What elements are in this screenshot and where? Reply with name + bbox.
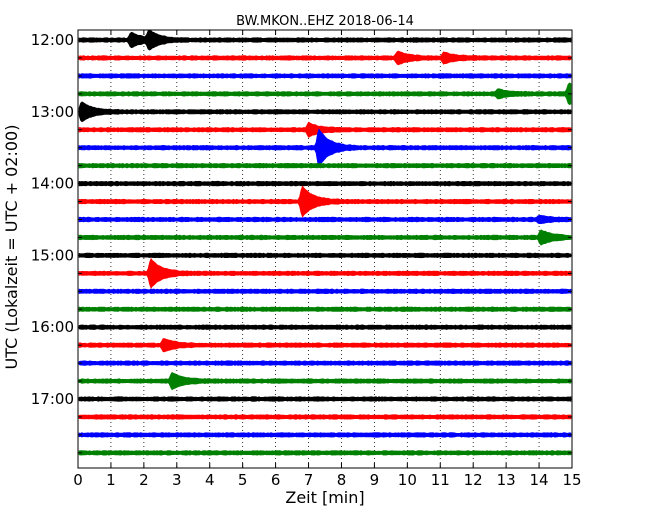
- trace-1400: [78, 180, 572, 187]
- x-tick-label: 10: [398, 471, 417, 489]
- x-tick-label: 2: [139, 471, 149, 489]
- trace-1345: [78, 162, 572, 169]
- x-tick-label: 3: [172, 471, 182, 489]
- trace-1545: [78, 306, 572, 313]
- traces: [78, 29, 572, 456]
- x-tick-label: 14: [530, 471, 549, 489]
- trace-1715: [78, 414, 572, 420]
- x-tick-label: 1: [106, 471, 116, 489]
- trace-1530: [78, 288, 572, 295]
- x-tick-label: 5: [238, 471, 248, 489]
- x-axis: 0 1 2 3 4 5 6 7 8 9 10 11 12 13 14 15: [73, 30, 582, 489]
- x-tick-label: 8: [337, 471, 347, 489]
- trace-1300: [78, 101, 572, 123]
- y-tick-label: 13:00: [31, 103, 74, 121]
- trace-1730: [78, 432, 572, 438]
- x-tick-label: 12: [464, 471, 483, 489]
- trace-1315: [78, 121, 572, 138]
- x-tick-label: 0: [73, 471, 83, 489]
- y-axis-label: UTC (Lokalzeit = UTC + 02:00): [2, 125, 21, 370]
- y-tick-label: 17:00: [31, 390, 74, 408]
- trace-1430: [78, 215, 572, 224]
- y-tick-label: 16:00: [31, 318, 74, 336]
- trace-1245: [78, 82, 572, 106]
- x-tick-label: 11: [431, 471, 450, 489]
- x-tick-label: 15: [562, 471, 581, 489]
- trace-1200: [78, 29, 572, 51]
- trace-1745: [78, 450, 572, 456]
- trace-1615: [78, 338, 572, 353]
- y-tick-label: 14:00: [31, 175, 74, 193]
- trace-1415: [78, 185, 572, 218]
- trace-1215: [78, 50, 572, 66]
- chart-title: BW.MKON..EHZ 2018-06-14: [236, 14, 414, 29]
- x-tick-label: 6: [271, 471, 281, 489]
- trace-1500: [78, 252, 572, 259]
- trace-1515: [78, 257, 572, 289]
- x-tick-label: 4: [205, 471, 215, 489]
- y-tick-label: 12:00: [31, 31, 74, 49]
- x-axis-label: Zeit [min]: [285, 488, 364, 507]
- trace-1330: [78, 128, 572, 168]
- trace-1700: [78, 396, 572, 402]
- x-tick-label: 7: [304, 471, 314, 489]
- plot-frame: [77, 29, 573, 469]
- y-axis: 12:00 13:00 14:00 15:00 16:00 17:00: [31, 31, 572, 454]
- x-tick-label: 9: [370, 471, 380, 489]
- trace-1645: [78, 371, 572, 391]
- trace-1600: [78, 324, 572, 330]
- x-tick-label: 13: [497, 471, 516, 489]
- trace-1230: [78, 73, 572, 79]
- trace-1630: [78, 360, 572, 366]
- trace-1445: [78, 229, 572, 246]
- y-tick-label: 15:00: [31, 246, 74, 264]
